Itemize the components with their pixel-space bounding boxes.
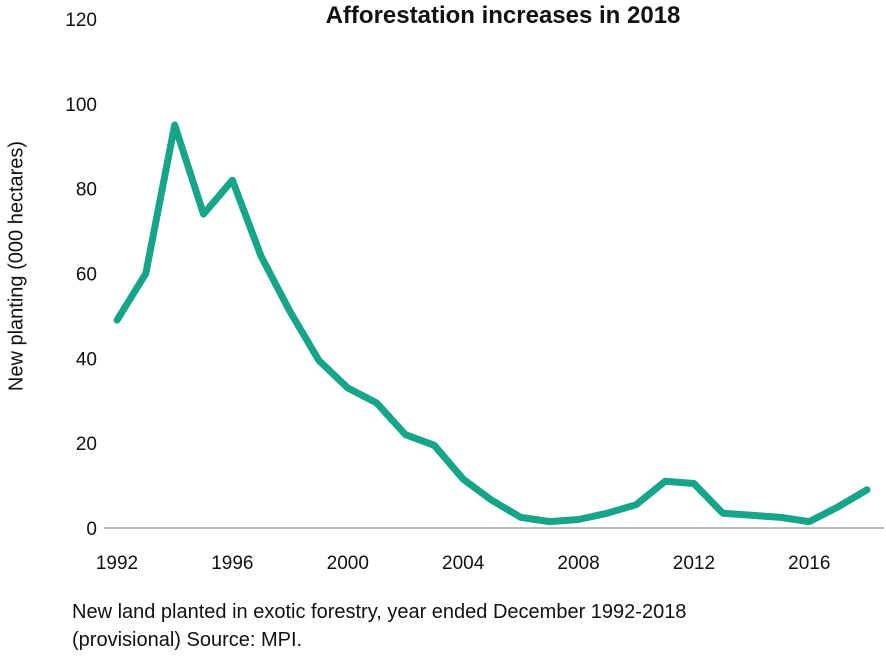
chart-title: Afforestation increases in 2018 [325,2,681,29]
y-tick-label: 0 [86,519,97,540]
plot-area [113,121,871,526]
x-tick-label: 1992 [96,553,138,574]
x-tick-label: 1996 [211,553,253,574]
tick-labels: 0 20 40 60 80 100 120 1992 1996 2000 2004 2008 2012 2… [65,10,830,574]
y-tick-label: 40 [76,349,97,370]
x-tick-label: 2004 [442,553,485,574]
x-tick-label: 2000 [327,553,369,574]
caption-line-1: New land planted in exotic forestry, yea… [72,601,687,623]
series-line [113,121,871,526]
y-tick-label: 20 [76,434,97,455]
line-chart: 0 20 40 60 80 100 120 1992 1996 2000 2004 2008 2012 2… [65,10,884,574]
y-tick-label: 120 [65,10,97,31]
chart-caption: New land planted in exotic forestry, yea… [72,598,872,654]
y-tick-label: 60 [76,265,97,286]
x-tick-label: 2012 [673,553,715,574]
y-tick-label: 80 [76,180,97,201]
x-tick-label: 2016 [788,553,830,574]
x-tick-label: 2008 [557,553,599,574]
caption-line-2: (provisional) Source: MPI. [72,629,303,651]
y-tick-label: 100 [65,95,97,116]
